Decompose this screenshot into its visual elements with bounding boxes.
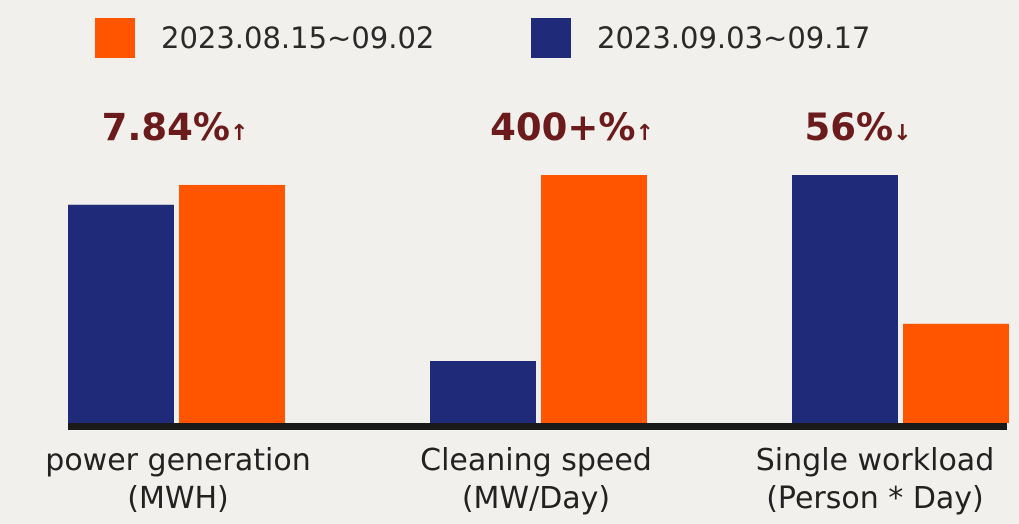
category-label-line: (MW/Day) [461,481,611,516]
legend-item-period-1: 2023.08.15~09.02 [95,18,434,58]
category-label-line: (Person * Day) [766,481,984,516]
arrow-up-icon: ↑ [229,121,249,146]
category-label-line: (MWH) [127,481,229,516]
legend-label: 2023.08.15~09.02 [161,21,435,55]
legend-swatch-orange [95,18,135,58]
change-label-cleaning: 400+%↑ [490,106,654,149]
bar-period-2-0 [68,204,174,423]
bar-period-1-0 [179,184,285,423]
category-label-cleaning: Cleaning speed (MW/Day) [420,442,652,518]
category-label-line: Single workload [755,443,995,478]
x-axis-line [68,423,1007,430]
change-label-power: 7.84%↑ [102,106,249,149]
bar-period-1-2 [903,323,1009,423]
bar-period-1-1 [541,175,647,423]
legend-label: 2023.09.03~09.17 [597,21,871,55]
legend-item-period-2: 2023.09.03~09.17 [531,18,870,58]
bar-period-2-2 [792,175,898,423]
bar-period-2-1 [430,361,536,423]
category-label-workload: Single workload (Person * Day) [756,442,994,518]
category-label-power: power generation (MWH) [45,442,310,518]
arrow-down-icon: ↓ [893,121,912,146]
change-label-workload: 56%↓ [805,106,912,149]
category-label-line: power generation [45,443,311,478]
category-label-line: Cleaning speed [420,443,652,478]
legend-swatch-navy [531,18,571,58]
change-value: 7.84% [101,106,230,149]
change-value: 400+% [490,106,636,149]
arrow-up-icon: ↑ [635,121,654,146]
change-value: 56% [804,106,894,149]
